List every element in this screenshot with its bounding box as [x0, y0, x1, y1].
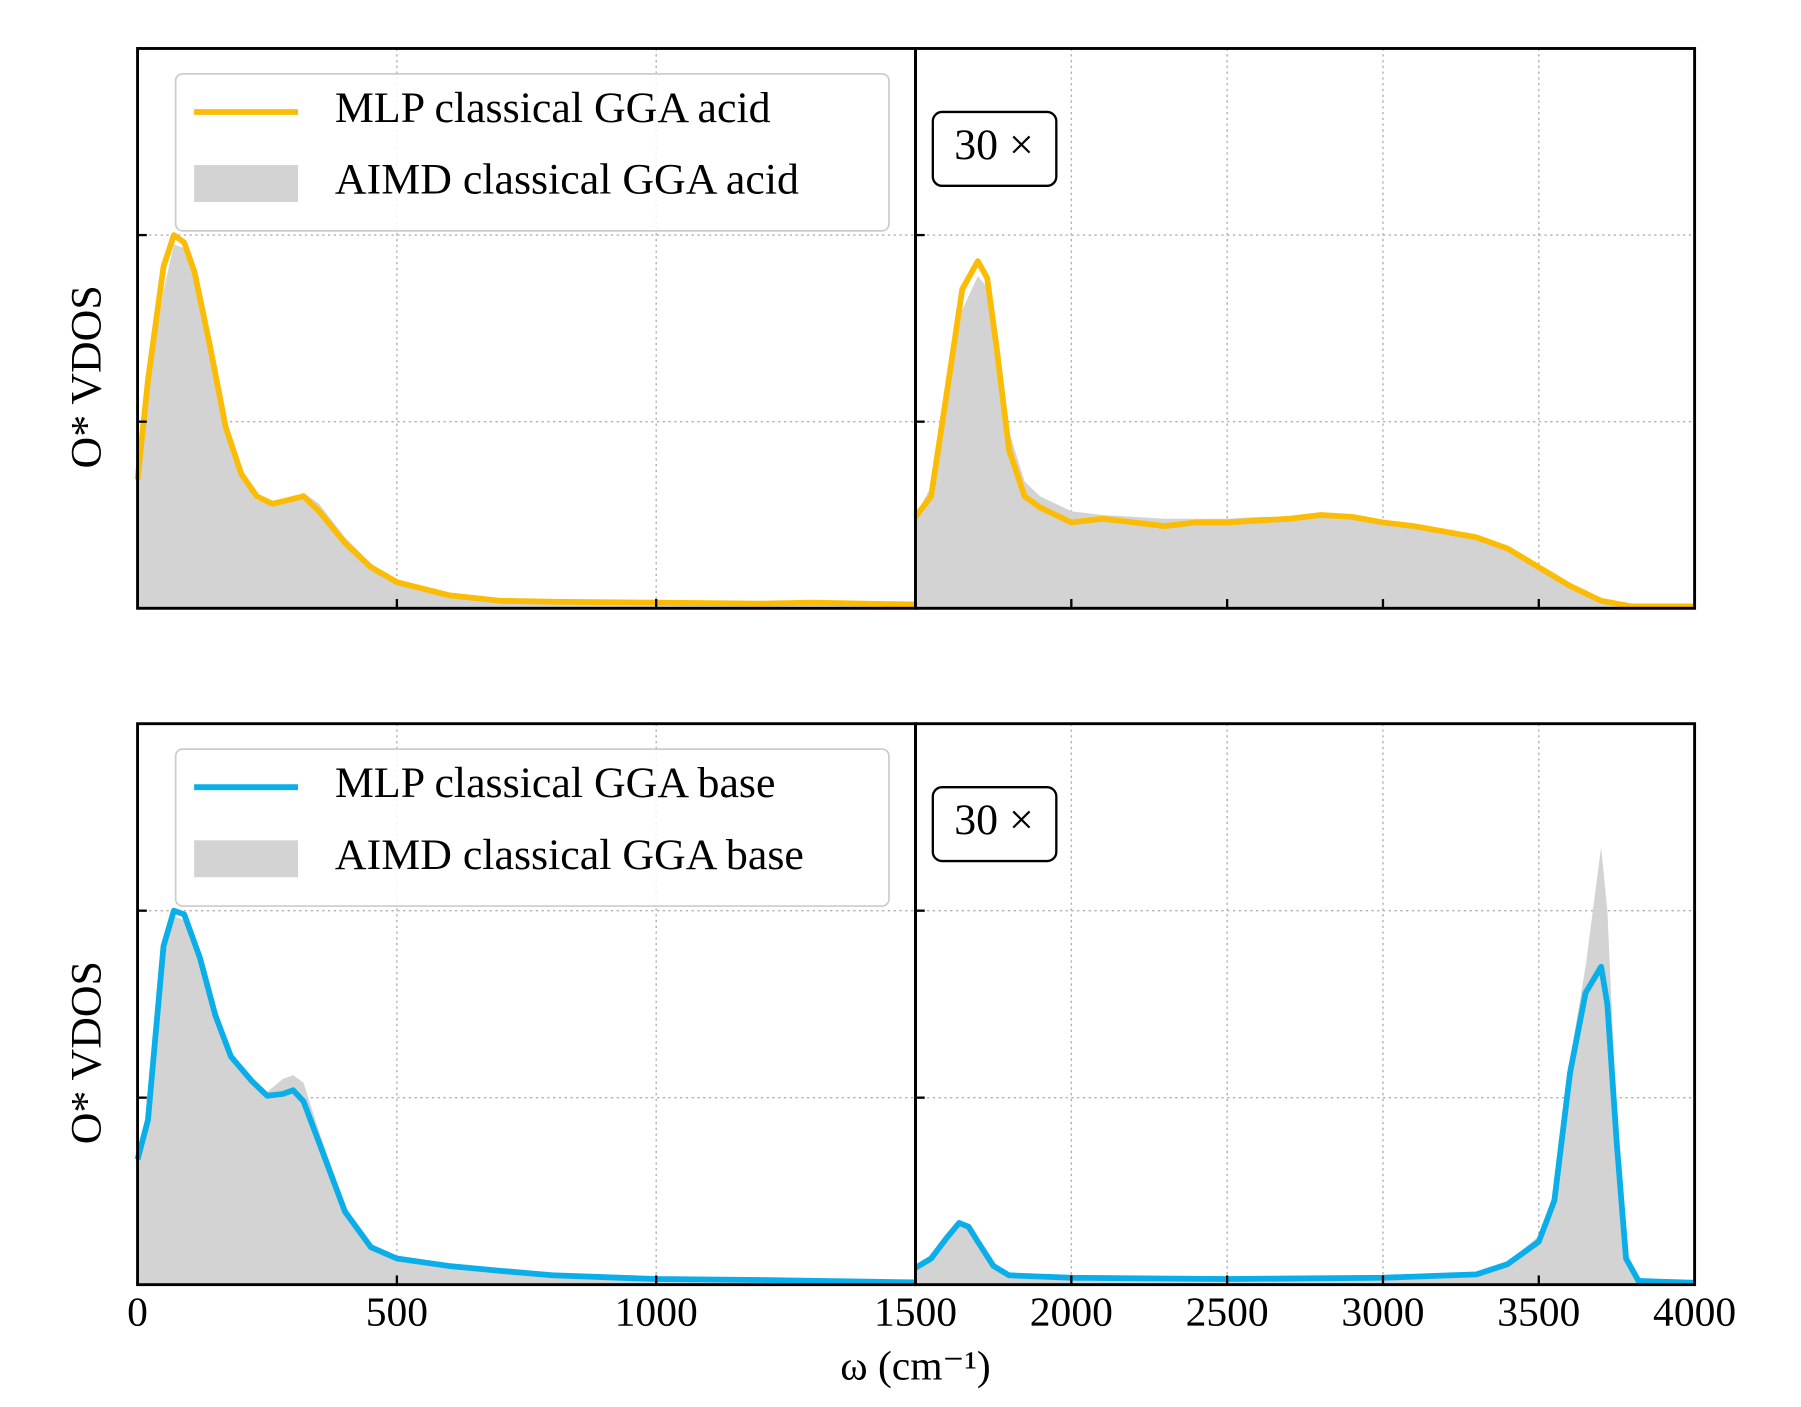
x-axis-label: ω (cm⁻¹) — [840, 1343, 991, 1390]
annotation-box — [931, 110, 1058, 187]
x-tick-label: 1000 — [615, 1288, 698, 1334]
area — [137, 244, 916, 609]
area — [137, 916, 916, 1285]
legend-swatch — [194, 165, 298, 202]
x-tick-label: 500 — [366, 1288, 428, 1334]
x-tick-label: 3500 — [1497, 1288, 1580, 1334]
legend-label: MLP classical GGA base — [335, 759, 776, 807]
x-tick-label: 2000 — [1030, 1288, 1113, 1334]
x-tick-label: 4000 — [1653, 1288, 1736, 1334]
y-axis-label: O* VDOS — [62, 285, 110, 468]
x-tick-label: 1500 — [874, 1288, 957, 1334]
x-tick-label: 0 — [127, 1288, 148, 1334]
legend-swatch — [194, 840, 298, 878]
y-axis-label: O* VDOS — [62, 961, 110, 1144]
legend-box — [174, 73, 890, 232]
frame — [914, 722, 1697, 1287]
x-tick-label: 3000 — [1341, 1288, 1424, 1334]
legend-box — [174, 748, 890, 907]
annotation-box — [931, 786, 1058, 863]
legend-label: AIMD classical GGA acid — [335, 156, 799, 204]
line — [914, 963, 1695, 1286]
annotation: 30 × — [954, 121, 1034, 169]
legend-label: AIMD classical GGA base — [335, 831, 804, 879]
frame — [914, 47, 1697, 610]
area — [915, 847, 1695, 1285]
legend-label: MLP classical GGA acid — [335, 84, 771, 132]
annotation: 30 × — [954, 796, 1034, 844]
line — [134, 907, 916, 1286]
area — [915, 276, 1695, 609]
line — [913, 258, 1695, 610]
x-tick-label: 2500 — [1186, 1288, 1269, 1334]
